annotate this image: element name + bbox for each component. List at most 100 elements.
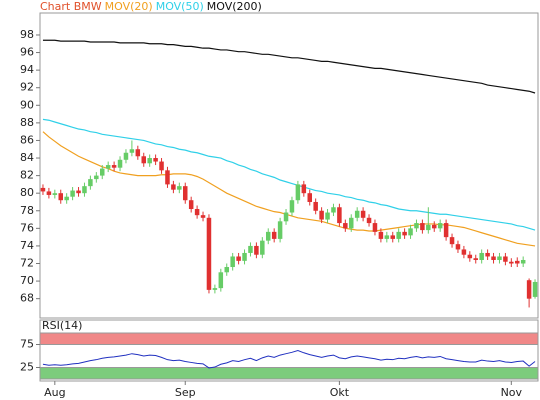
candle-body <box>99 168 105 176</box>
chart-title: Chart BMW <box>40 0 102 13</box>
candle-body <box>40 187 46 192</box>
rsi-line <box>42 349 536 369</box>
candle-body <box>503 256 508 262</box>
candle-body <box>366 217 372 224</box>
candle-body <box>289 200 295 213</box>
x-tick-label: Sep <box>175 386 196 399</box>
candle-body <box>177 186 182 190</box>
candle-body <box>94 175 99 180</box>
y-tick-label: 72 <box>20 257 34 270</box>
candle-body <box>479 252 484 260</box>
candle-body <box>491 256 496 260</box>
candle-body <box>52 193 58 195</box>
candle-body <box>230 256 235 268</box>
candle-body <box>473 258 479 260</box>
candle-body <box>88 179 93 187</box>
candle-body <box>141 156 147 164</box>
candle-body <box>129 149 135 153</box>
candle-body <box>426 224 431 231</box>
y-tick-label: 86 <box>20 133 34 146</box>
candle-body <box>384 235 390 239</box>
candle-body <box>532 281 538 297</box>
candle-body <box>343 223 348 229</box>
candle-body <box>497 256 502 260</box>
moving-average-line <box>42 118 536 231</box>
candle-body <box>520 259 526 264</box>
candle-body <box>461 249 467 255</box>
y-tick-label: 78 <box>20 204 34 217</box>
candle-body <box>449 237 455 245</box>
panel-title: RSI(14) <box>42 319 82 332</box>
candle-body <box>159 161 164 171</box>
candle-body <box>105 165 111 169</box>
y-tick-label: 96 <box>20 46 34 59</box>
candle-body <box>260 240 265 255</box>
price-panel <box>39 12 539 319</box>
candle-body <box>212 288 218 290</box>
candle-body <box>514 260 520 264</box>
candle-body <box>135 149 141 157</box>
candle-body <box>265 231 271 241</box>
candle-body <box>319 210 324 220</box>
candle-body <box>111 165 117 168</box>
candle-body <box>485 252 490 257</box>
candle-body <box>236 256 241 261</box>
y-tick-label: 74 <box>20 239 34 252</box>
y-tick-label: 68 <box>20 292 34 305</box>
candle-body <box>283 212 289 222</box>
moving-average-line <box>42 39 536 94</box>
candle-body <box>348 217 354 229</box>
y-tick-label: 88 <box>20 116 34 129</box>
x-tick-label: Aug <box>44 386 65 399</box>
candle-body <box>390 235 396 239</box>
legend-label: MOV(20) <box>105 0 153 13</box>
y-tick-label: 94 <box>20 63 34 76</box>
legend-label: MOV(200) <box>207 0 262 13</box>
candle-body <box>188 200 194 210</box>
candle-body <box>301 184 307 194</box>
candle-body <box>396 231 401 239</box>
y-tick-label: 75 <box>20 338 34 351</box>
moving-average-line <box>42 131 536 247</box>
candle-body <box>408 228 413 236</box>
candle-body <box>206 217 212 290</box>
candle-body <box>378 231 384 239</box>
candle-body <box>64 196 69 201</box>
y-tick-label: 80 <box>20 186 34 199</box>
x-tick-label: Okt <box>330 386 350 399</box>
candle-body <box>254 245 259 255</box>
candle-body <box>171 184 176 190</box>
candle-body <box>76 190 81 194</box>
candle-body <box>70 190 75 197</box>
candle-body <box>153 158 158 162</box>
candle-body <box>313 201 318 211</box>
candle-body <box>182 186 188 201</box>
candle-body <box>271 231 277 239</box>
rsi-band <box>39 367 539 380</box>
candle-body <box>331 207 336 213</box>
y-tick-label: 25 <box>20 361 34 374</box>
candle-body <box>248 245 253 253</box>
y-tick-label: 82 <box>20 169 34 182</box>
candle-body <box>431 224 437 229</box>
candle-body <box>123 152 129 160</box>
candle-body <box>242 252 247 261</box>
x-tick-label: Nov <box>501 386 523 399</box>
candle-body <box>117 159 123 168</box>
candle-body <box>200 215 206 218</box>
candle-body <box>295 184 301 201</box>
candle-body <box>354 210 360 218</box>
y-tick-label: 70 <box>20 274 34 287</box>
candle-body <box>325 212 330 220</box>
candle-body <box>455 244 461 250</box>
candle-body <box>307 193 313 202</box>
candle-body <box>46 191 52 195</box>
candle-body <box>414 223 419 229</box>
candle-body <box>526 280 532 299</box>
candle-body <box>277 221 283 239</box>
candle-body <box>82 186 87 194</box>
candle-body <box>467 254 473 259</box>
candle-body <box>224 267 230 273</box>
candle-body <box>147 158 152 164</box>
